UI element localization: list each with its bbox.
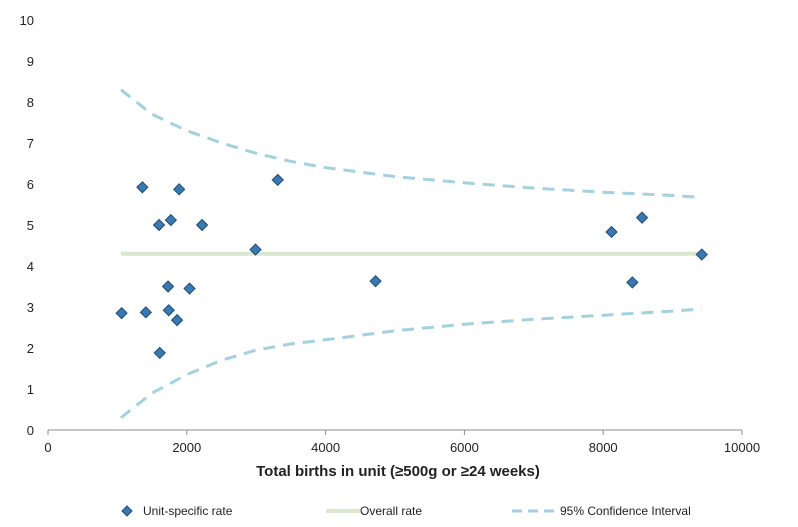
legend: Unit-specific rate Overall rate 95% Confid… [121,504,691,518]
data-point [164,213,178,227]
legend-marker-diamond [121,505,133,517]
data-point [152,218,166,232]
x-tick-label: 0 [44,440,51,455]
y-tick-label: 8 [27,95,34,110]
data-point [626,276,639,289]
x-tick-label: 6000 [450,440,479,455]
y-tick-label: 3 [27,300,34,315]
y-tick-label: 5 [27,218,34,233]
data-point [605,225,618,239]
y-tick-label: 0 [27,423,34,438]
legend-item-confidence-interval: 95% Confidence Interval [512,504,691,518]
data-point [136,181,149,194]
y-tick-label: 9 [27,54,34,69]
data-point [115,306,128,320]
ci-upper-curve [119,88,702,199]
data-point [139,306,153,319]
legend-label-confidence-interval: 95% Confidence Interval [560,504,691,518]
y-tick-label: 2 [27,341,34,356]
legend-label-overall-rate: Overall rate [360,504,422,518]
data-point [695,248,708,261]
y-tick-label: 10 [20,13,34,28]
y-tick-label: 1 [27,382,34,397]
data-point [153,346,166,360]
data-point [183,282,196,295]
y-tick-label: 7 [27,136,34,151]
data-point [195,218,209,232]
data-point [635,211,649,224]
x-tick-label: 10000 [724,440,760,455]
data-point [249,243,262,256]
data-point [369,274,382,288]
legend-label-unit-rate: Unit-specific rate [143,504,233,518]
legend-item-overall-rate: Overall rate [326,504,422,518]
legend-item-unit-rate: Unit-specific rate [121,504,233,518]
confidence-interval-layer [119,88,702,419]
data-point [170,313,184,327]
y-tick-label: 6 [27,177,34,192]
data-point [162,304,175,317]
ci-lower-curve [119,307,702,419]
axes-layer: 0 2000 4000 6000 8000 10000 0 1 2 3 4 5 6 7 8 9 10 [20,13,761,455]
y-tick-label: 4 [27,259,34,274]
data-points-layer [115,173,708,360]
x-tick-label: 8000 [589,440,618,455]
x-tick-label: 2000 [172,440,201,455]
data-point [172,183,186,196]
x-tick-label: 4000 [311,440,340,455]
data-point [161,280,175,293]
x-axis-title: Total births in unit (≥500g or ≥24 weeks… [256,463,540,480]
data-point [271,173,284,187]
